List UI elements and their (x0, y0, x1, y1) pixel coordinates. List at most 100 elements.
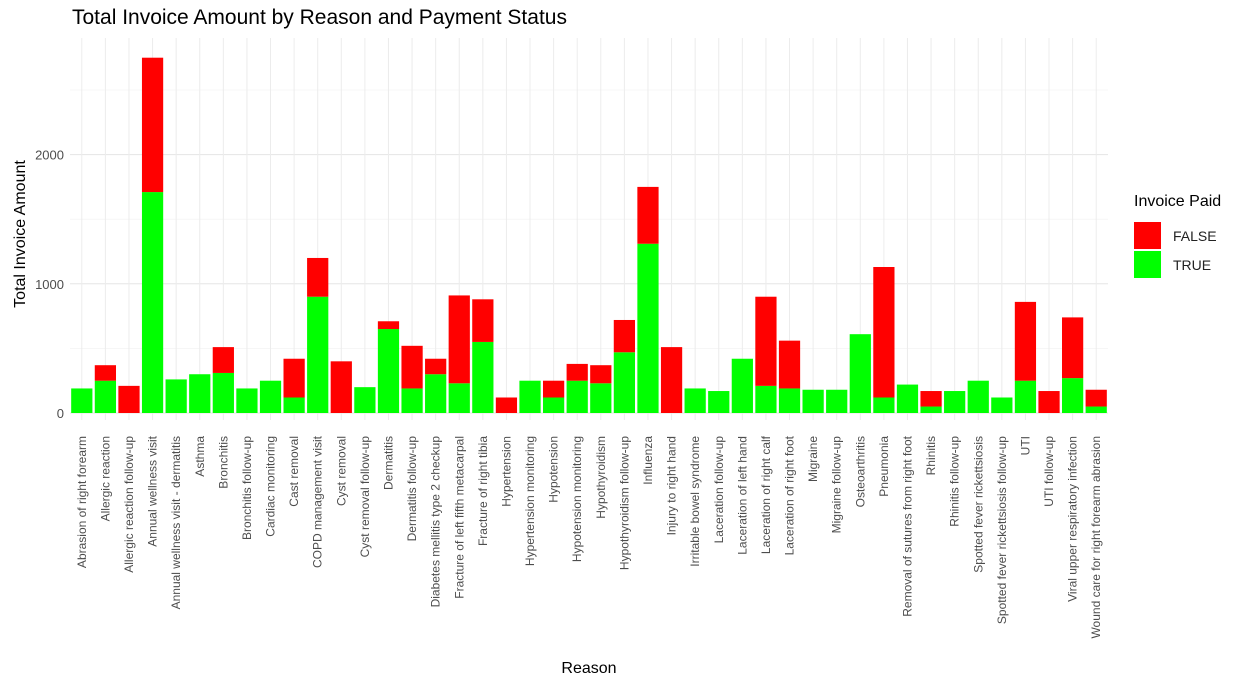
x-tick-label: Fracture of left fifth metacarpal (452, 436, 466, 599)
bar-false-11 (330, 361, 352, 413)
x-tick-label: Bronchitis (216, 436, 230, 489)
bar-false-30 (778, 340, 801, 389)
x-axis-label: Reason (561, 660, 616, 677)
x-tick-label: Laceration of right calf (759, 435, 773, 554)
bar-true-3 (141, 192, 164, 413)
bar-false-1 (94, 365, 117, 381)
bar-true-10 (307, 296, 329, 413)
bar-true-12 (354, 387, 376, 413)
bar-false-20 (542, 380, 565, 398)
x-tick-label: Fracture of right tibia (476, 436, 490, 546)
chart-title: Total Invoice Amount by Reason and Payme… (72, 6, 567, 29)
bar-true-16 (448, 383, 470, 413)
bar-true-35 (896, 384, 919, 413)
legend: Invoice Paid FALSE TRUE (1134, 193, 1221, 279)
bar-true-21 (566, 380, 588, 413)
bar-false-13 (377, 321, 400, 330)
x-axis: Abrasion of right forearm Allergic reacti… (75, 435, 1103, 638)
bar-true-37 (944, 391, 966, 413)
x-tick-label: Wound care for right forearm abrasion (1089, 436, 1103, 639)
x-tick-label: Allergic reaction follow-up (122, 436, 136, 573)
y-tick-label: 1000 (35, 277, 64, 292)
bar-false-36 (920, 391, 942, 407)
x-tick-label: Laceration of left hand (735, 436, 749, 555)
x-tick-label: Cyst removal follow-up (358, 436, 372, 558)
bar-true-0 (71, 388, 93, 413)
x-tick-label: Rhinitis follow-up (948, 436, 962, 527)
bar-false-6 (212, 347, 234, 373)
x-tick-label: Influenza (641, 436, 655, 485)
y-axis: 0 1000 2000 (35, 148, 64, 421)
x-tick-label: Cast removal (287, 436, 301, 507)
x-tick-label: COPD management visit (311, 435, 325, 568)
x-tick-label: Annual wellness visit - dermatitis (169, 436, 183, 609)
bar-false-18 (495, 397, 518, 413)
x-tick-label: Abrasion of right forearm (75, 436, 89, 568)
x-tick-label: Migraine follow-up (830, 436, 844, 534)
bar-false-23 (613, 319, 636, 353)
bar-false-34 (873, 267, 895, 398)
x-tick-label: Allergic reaction (98, 436, 112, 521)
bar-true-31 (802, 389, 824, 413)
bar-true-33 (849, 334, 871, 413)
x-tick-label: Cyst removal (334, 436, 348, 506)
x-tick-label: Bronchitis follow-up (240, 436, 254, 540)
y-tick-label: 2000 (35, 148, 64, 163)
x-tick-label: Rhinitis (924, 436, 938, 475)
x-tick-label: Migraine (806, 436, 820, 482)
bar-true-19 (519, 380, 541, 413)
x-tick-label: Injury to right hand (665, 436, 679, 535)
bar-false-3 (141, 57, 164, 193)
bar-false-24 (637, 186, 659, 244)
bar-true-7 (236, 388, 258, 413)
x-tick-label: Spotted fever rickettsiosis (971, 436, 985, 573)
legend-label-false: FALSE (1173, 227, 1217, 244)
bars (71, 57, 1107, 413)
bar-true-28 (731, 358, 753, 413)
x-tick-label: Hypertension (499, 436, 513, 507)
bar-true-27 (708, 391, 730, 413)
bar-false-15 (425, 358, 447, 375)
bar-false-42 (1061, 317, 1084, 379)
bar-true-6 (212, 372, 234, 413)
bar-true-1 (94, 380, 117, 413)
bar-false-17 (472, 299, 494, 342)
x-tick-label: Osteoarthritis (853, 436, 867, 507)
bar-true-15 (425, 374, 447, 413)
x-tick-label: Annual wellness visit (146, 435, 160, 546)
bar-true-23 (613, 352, 636, 413)
legend-title: Invoice Paid (1134, 193, 1222, 210)
bar-true-17 (472, 341, 494, 413)
x-tick-label: Hypotension (547, 436, 561, 503)
bar-true-34 (873, 397, 895, 413)
bar-false-40 (1014, 301, 1037, 381)
x-tick-label: Removal of sutures from right foot (900, 435, 914, 616)
x-tick-label: Pneumonia (877, 436, 891, 497)
bar-true-26 (684, 388, 706, 413)
y-axis-label: Total Invoice Amount (12, 160, 29, 308)
bar-false-22 (590, 365, 612, 384)
legend-item-true: TRUE (1134, 250, 1221, 279)
x-tick-label: UTI follow-up (1042, 436, 1056, 507)
x-tick-label: Cardiac monitoring (264, 436, 278, 537)
x-tick-label: Diabetes mellitis type 2 checkup (429, 436, 443, 608)
x-tick-label: Hypertension monitoring (523, 436, 537, 566)
bar-true-30 (778, 388, 801, 413)
x-tick-label: Irritable bowel syndrome (688, 436, 702, 567)
x-tick-label: Laceration of right foot (783, 435, 797, 555)
x-tick-label: Hypothyroidism (594, 436, 608, 519)
legend-swatch-true (1134, 251, 1161, 278)
bar-true-13 (377, 329, 400, 413)
x-tick-label: Asthma (193, 436, 207, 477)
bar-false-2 (118, 385, 140, 413)
bar-false-10 (307, 257, 329, 297)
bar-true-22 (590, 383, 612, 413)
x-tick-label: Hypotension monitoring (570, 436, 584, 562)
bar-true-8 (259, 380, 282, 413)
bar-false-9 (283, 358, 305, 398)
y-tick-label: 0 (57, 406, 64, 421)
x-tick-label: UTI (1018, 436, 1032, 455)
legend-item-false: FALSE (1134, 221, 1221, 250)
bar-false-25 (660, 347, 683, 413)
